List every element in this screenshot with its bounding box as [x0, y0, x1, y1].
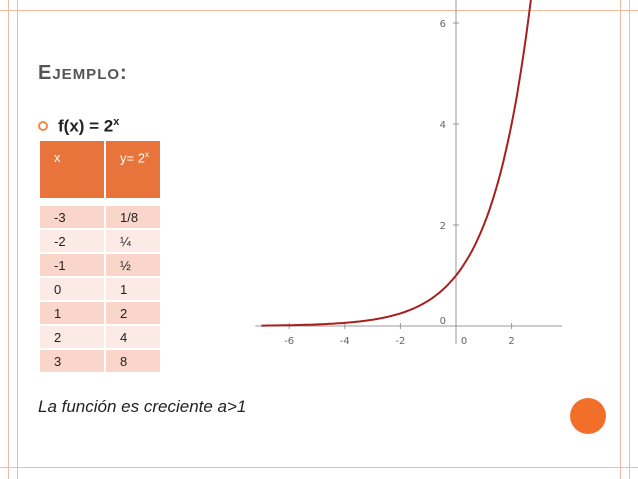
- bottom-border-line: [0, 467, 638, 468]
- right-border-line-outer: [629, 0, 630, 479]
- table-cell: ¼: [105, 229, 162, 254]
- x-tick-label: 0: [461, 336, 467, 347]
- x-tick-label: -6: [284, 336, 294, 347]
- table-cell: 3: [40, 349, 106, 374]
- caption-text: La función es creciente a>1: [38, 397, 247, 416]
- table-header-x: x: [40, 141, 106, 198]
- table-cell: 1/8: [105, 205, 162, 230]
- table-cell: 2: [40, 325, 106, 350]
- table-cell: 0: [40, 277, 106, 302]
- y-tick-label: 6: [440, 19, 446, 30]
- table-cell: -1: [40, 253, 106, 278]
- table-header-row: x y= 2x: [40, 141, 162, 198]
- table-cell: 1: [105, 277, 162, 302]
- x-tick-label: -2: [395, 336, 405, 347]
- table-row: -3 1/8: [40, 205, 162, 230]
- table-cell: 8: [105, 349, 162, 374]
- function-formula: f(x) = 2x: [58, 116, 120, 136]
- table-header-y: y= 2x: [105, 141, 162, 198]
- x-tick-label: 2: [508, 336, 514, 347]
- y-tick-label: 2: [440, 221, 446, 232]
- x-tick-label: -4: [340, 336, 350, 347]
- y-tick-label: 4: [440, 120, 446, 131]
- top-border-line: [0, 10, 638, 11]
- slide-title: EJEMPLO:: [38, 62, 128, 84]
- table-row: -2 ¼: [40, 229, 162, 254]
- exponential-curve: [261, 0, 532, 327]
- left-border-line-outer: [8, 0, 9, 479]
- right-border-line-inner: [620, 0, 621, 479]
- ring-bullet-icon: [38, 121, 48, 132]
- table-cell: -2: [40, 229, 106, 254]
- table-cell: -3: [40, 205, 106, 230]
- bullet-item: f(x) = 2x: [38, 116, 119, 137]
- table-cell: 4: [105, 325, 162, 350]
- table-cell: 1: [40, 301, 106, 326]
- left-border-line-inner: [17, 0, 18, 479]
- table-cell: ½: [105, 253, 162, 278]
- y-tick-label: 0: [440, 316, 446, 327]
- table-row: -1 ½: [40, 253, 162, 278]
- table-cell: 2: [105, 301, 162, 326]
- decorative-orange-circle: [570, 398, 606, 434]
